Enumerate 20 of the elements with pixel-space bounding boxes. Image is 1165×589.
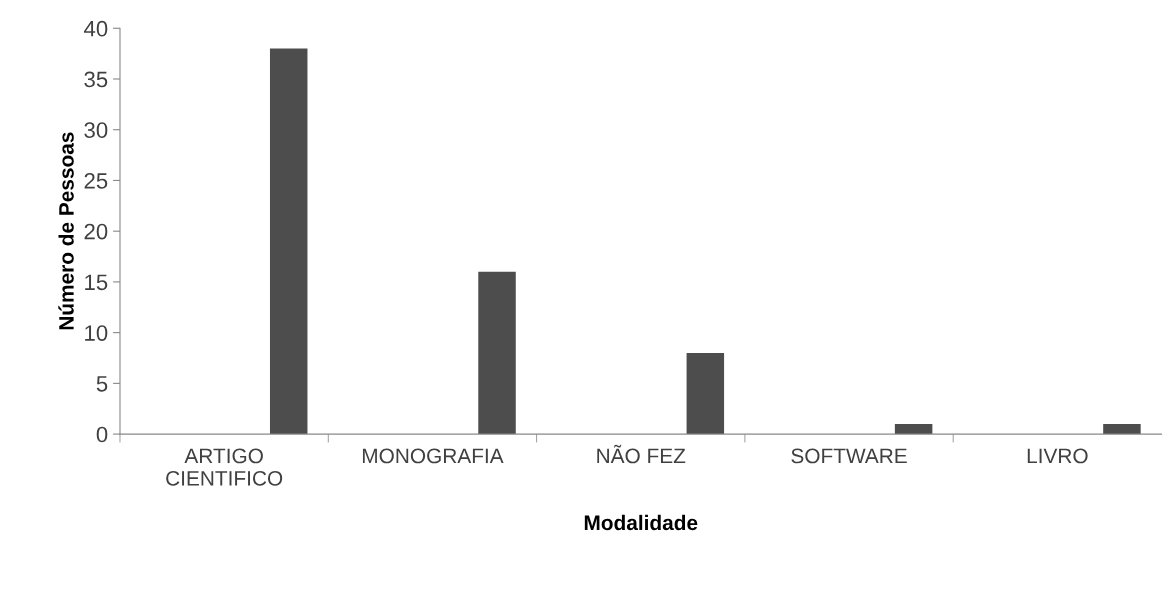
bar: [1103, 423, 1141, 435]
x-tick-label: MONOGRAFIA: [362, 448, 504, 464]
x-tick-label: ARTIGO CIENTIFICO: [166, 448, 283, 486]
y-tick-label: 10: [85, 325, 108, 341]
bar: [478, 271, 516, 435]
x-tick-label: NÃO FEZ: [597, 444, 686, 464]
y-tick-label: 40: [83, 20, 108, 37]
y-tick-label: 35: [84, 71, 108, 88]
y-tick-label: 5: [96, 376, 108, 392]
y-tick-label: 20: [84, 223, 108, 240]
bar: [686, 352, 725, 435]
y-tick-label: 0: [96, 426, 108, 443]
x-tick-label: SOFTWARE: [791, 448, 907, 464]
y-tick-label: 25: [84, 172, 108, 189]
y-tick-label: 30: [84, 122, 108, 138]
x-axis-title: Modalidade: [584, 514, 698, 531]
y-axis-title: Número de Pessoas: [58, 132, 74, 330]
x-tick-label: LIVRO: [1027, 448, 1088, 464]
bar: [269, 48, 308, 435]
y-tick-label: 15: [85, 274, 108, 291]
